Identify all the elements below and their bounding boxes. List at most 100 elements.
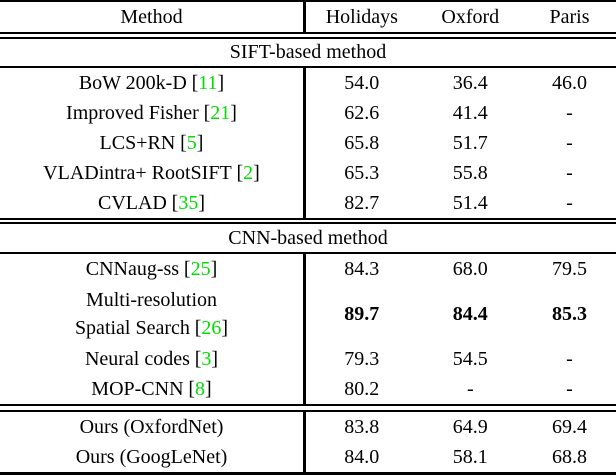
value-cell-paris: - [566,131,573,154]
citation-bracket-close: ] [196,131,204,154]
method-cell-text: CNNaug-ss [25] [86,258,217,281]
value-cell-oxford: 58.1 [452,445,488,468]
method-cell: VLADintra+ RootSIFT [2] [0,158,306,188]
section-header-sift: SIFT-based method [0,39,616,66]
citation-ref: 2 [243,161,254,184]
value-cell-holidays: 89.7 [344,302,380,325]
citation-bracket-open: [ [180,131,187,154]
col-header-holidays: Holidays [325,5,398,28]
method-name: CVLAD [97,191,167,214]
citation-bracket-open: [ [183,257,191,280]
citation-bracket-close: ] [253,161,260,184]
double-rule [0,404,616,412]
method-name: Improved Fisher [66,101,199,124]
double-rule [0,218,616,224]
value-cell-holidays: 62.6 [344,101,380,124]
value-cell-paris: - [566,101,573,124]
value-cell-holidays: 65.3 [344,161,380,184]
method-cell-text: Neural codes [3] [85,348,218,371]
method-name: Ours (OxfordNet) [79,415,224,438]
method-cell: Ours (GoogLeNet) [0,442,306,472]
citation-bracket-close: ] [217,71,225,94]
citation-ref: 11 [198,71,218,94]
row-values: 82.7 51.4 - [306,188,616,218]
value-cell-holidays: 82.7 [344,191,380,214]
citation-ref: 25 [190,257,211,280]
method-cell: Neural codes [3] [0,344,306,374]
value-cell-holidays: 84.3 [344,257,380,280]
horizontal-rule [0,66,616,68]
citation-ref: 26 [201,317,222,339]
table-row: Ours (OxfordNet) 83.8 64.9 69.4 [0,412,616,442]
value-cell-oxford: 55.8 [452,161,488,184]
value-cell-oxford: 54.5 [452,347,488,370]
value-cell-paris: - [566,191,573,214]
citation-ref: 5 [186,131,197,154]
citation-ref: 8 [195,377,206,400]
row-values: 65.8 51.7 - [306,128,616,158]
section-header-cnn-label: CNN-based method [228,226,388,249]
row-values: 80.2 - - [306,374,616,404]
method-cell-text: MOP-CNN [8] [91,378,211,401]
value-cell-oxford: 41.4 [452,101,488,124]
method-cell-text: CVLAD [35] [98,192,205,215]
method-cell: CNNaug-ss [25] [0,254,306,284]
method-cell: LCS+RN [5] [0,128,306,158]
value-cell-oxford: 64.9 [452,415,488,438]
citation-bracket-open: [ [188,377,196,400]
method-cell-text: BoW 200k-D [11] [79,72,224,95]
table-row: Neural codes [3] 79.3 54.5 - [0,344,616,374]
value-cell-holidays: 65.8 [344,131,380,154]
table-row: Improved Fisher [21] 62.6 41.4 - [0,98,616,128]
citation-bracket-open: [ [194,347,202,370]
col-header-oxford: Oxford [441,5,500,28]
row-values: 65.3 55.8 - [306,158,616,188]
value-cell-holidays: 79.3 [344,347,380,370]
method-name: Ours (GoogLeNet) [75,445,228,468]
method-cell-text: VLADintra+ RootSIFT [2] [43,162,260,185]
method-name: LCS+RN [99,131,176,154]
value-cell-holidays: 54.0 [344,71,380,94]
section-header-cnn: CNN-based method [0,224,616,252]
section-header-sift-label: SIFT-based method [229,41,387,63]
value-cell-paris: - [566,161,573,184]
citation-ref: 35 [178,191,199,214]
value-cell-oxford: - [466,377,474,400]
table-row: BoW 200k-D [11] 54.0 36.4 46.0 [0,68,616,98]
col-header-paris: Paris [549,5,590,28]
method-name: Neural codes [84,347,190,370]
value-cell-holidays: 80.2 [344,377,380,400]
value-cell-oxford: 51.7 [452,131,488,154]
citation-bracket-open: [ [236,161,244,184]
method-name: MOP-CNN [91,377,184,400]
value-cell-paris: 79.5 [551,257,587,280]
value-cell-paris: - [566,347,573,370]
method-name: CNNaug-ss [85,257,180,280]
value-cell-paris: - [566,377,573,400]
method-name-line1: Multi-resolution [85,289,218,311]
double-rule [0,32,616,39]
horizontal-rule-bottom [0,472,616,476]
citation-bracket-close: ] [205,377,212,400]
table-row: Multi-resolution Spatial Search [26] 89.7… [0,284,616,344]
citation-bracket-close: ] [221,317,229,339]
method-cell: Multi-resolution Spatial Search [26] [0,284,306,344]
table-header-row: Method Holidays Oxford Paris [0,2,616,32]
row-values: 54.0 36.4 46.0 [306,68,616,98]
table-row: Ours (GoogLeNet) 84.0 58.1 68.8 [0,442,616,472]
method-cell-text: LCS+RN [5] [100,132,204,155]
horizontal-rule-top [0,0,616,2]
row-values: 84.0 58.1 68.8 [306,442,616,472]
row-values: 79.3 54.5 - [306,344,616,374]
method-cell: MOP-CNN [8] [0,374,306,404]
method-name: VLADintra+ RootSIFT [43,161,232,184]
value-cell-paris: 68.8 [551,445,587,468]
citation-bracket-open: [ [171,191,179,214]
citation-bracket-close: ] [230,101,237,124]
value-cell-oxford: 68.0 [452,257,488,280]
value-cell-oxford: 51.4 [452,191,488,214]
citation-bracket-open: [ [194,317,202,339]
col-header-method: Method [0,2,306,32]
method-cell: CVLAD [35] [0,188,306,218]
